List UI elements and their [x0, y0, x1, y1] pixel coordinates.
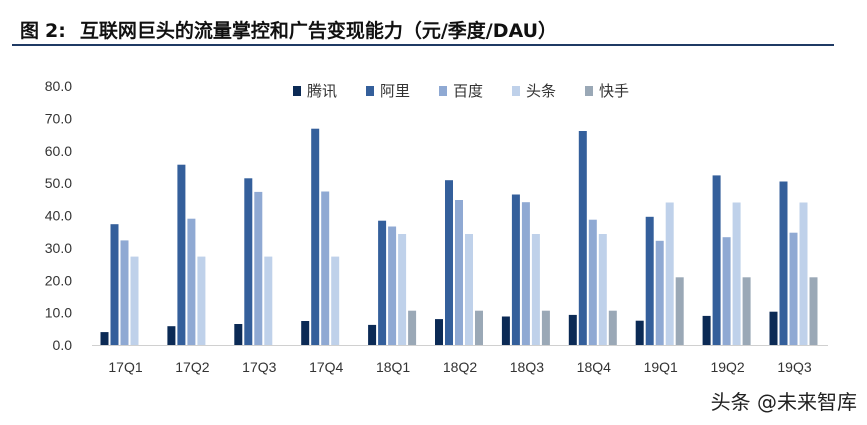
- x-tick-label: 17Q4: [309, 359, 343, 375]
- x-axis-ticks: 17Q1 17Q2 17Q3 17Q4 18Q1 18Q2 18Q3 18Q4 19Q1 19Q2…: [108, 359, 811, 375]
- bar-19Q2-阿里: [712, 175, 721, 345]
- bar-18Q2-腾讯: [435, 319, 443, 345]
- legend-label: 腾讯: [307, 82, 337, 100]
- bar-18Q4-腾讯: [568, 314, 577, 345]
- y-tick-label: 10.0: [45, 305, 72, 321]
- x-tick-label: 18Q1: [376, 359, 410, 375]
- legend-swatch-阿里: [366, 86, 374, 96]
- bar-19Q2-腾讯: [702, 315, 711, 345]
- bar-19Q2-头条: [732, 202, 741, 345]
- legend-label: 百度: [453, 82, 483, 100]
- figure-title-bar: 图 2: 互联网巨头的流量掌控和广告变现能力（元/季度/DAU）: [12, 10, 834, 46]
- bar-17Q1-阿里: [110, 224, 119, 345]
- legend-swatch-头条: [512, 86, 520, 96]
- y-tick-label: 20.0: [45, 272, 72, 288]
- chart-legend: 腾讯 阿里 百度 头条 快手: [293, 82, 629, 100]
- bar-18Q2-阿里: [445, 180, 453, 345]
- y-tick-label: 0.0: [53, 337, 73, 353]
- figure-title-text: 互联网巨头的流量掌控和广告变现能力（元/季度/DAU）: [79, 20, 558, 42]
- y-tick-label: 50.0: [45, 175, 72, 191]
- legend-label: 快手: [599, 82, 629, 100]
- figure-number: 2:: [45, 20, 66, 42]
- bar-17Q4-百度: [321, 191, 330, 345]
- bar-17Q1-头条: [130, 256, 139, 345]
- bar-19Q3-阿里: [779, 181, 788, 345]
- bar-18Q1-腾讯: [368, 324, 377, 345]
- bar-17Q3-腾讯: [234, 324, 243, 345]
- bar-17Q1-百度: [120, 240, 129, 345]
- bar-19Q2-百度: [722, 237, 731, 345]
- y-tick-label: 30.0: [45, 240, 72, 256]
- bar-18Q4-百度: [588, 219, 597, 345]
- legend-swatch-快手: [585, 86, 593, 96]
- bar-17Q4-腾讯: [301, 321, 310, 345]
- bar-18Q2-头条: [465, 234, 473, 345]
- legend-swatch-百度: [439, 86, 447, 96]
- x-tick-label: 19Q1: [644, 359, 678, 375]
- bar-18Q4-头条: [598, 234, 607, 345]
- bar-17Q1-腾讯: [100, 332, 109, 345]
- y-axis-ticks: 0.0 10.0 20.0 30.0 40.0 50.0 60.0 70.0 80.0: [45, 78, 72, 353]
- bar-18Q3-头条: [531, 234, 540, 345]
- bar-19Q1-百度: [655, 240, 664, 345]
- bar-17Q3-百度: [254, 191, 263, 345]
- bar-19Q2-快手: [742, 277, 751, 345]
- x-tick-label: 17Q1: [108, 359, 142, 375]
- bar-18Q3-腾讯: [501, 316, 510, 345]
- bar-19Q1-快手: [675, 277, 684, 345]
- bar-18Q2-快手: [475, 310, 483, 345]
- legend-swatch-腾讯: [293, 86, 301, 96]
- bar-17Q2-腾讯: [167, 326, 176, 345]
- bar-17Q2-阿里: [177, 164, 186, 345]
- y-tick-label: 80.0: [45, 78, 72, 94]
- bar-18Q3-百度: [521, 202, 530, 345]
- bar-19Q3-腾讯: [769, 311, 778, 345]
- x-tick-label: 19Q2: [710, 359, 744, 375]
- bar-18Q3-阿里: [511, 194, 520, 345]
- bar-19Q1-阿里: [645, 216, 654, 345]
- bar-17Q4-头条: [331, 256, 340, 345]
- x-tick-label: 18Q2: [443, 359, 477, 375]
- x-tick-label: 18Q4: [577, 359, 611, 375]
- watermark: 头条 @未来智库: [710, 390, 857, 414]
- bar-18Q1-百度: [388, 226, 397, 345]
- bar-18Q4-阿里: [578, 131, 587, 345]
- y-tick-label: 40.0: [45, 208, 72, 224]
- bar-17Q3-头条: [264, 256, 273, 345]
- x-tick-label: 19Q3: [777, 359, 811, 375]
- bar-18Q4-快手: [608, 310, 617, 345]
- x-tick-label: 18Q3: [510, 359, 544, 375]
- y-tick-label: 70.0: [45, 110, 72, 126]
- figure-label: 图: [20, 20, 40, 42]
- bar-19Q3-快手: [809, 277, 818, 345]
- bar-17Q2-头条: [197, 256, 206, 345]
- x-tick-label: 17Q2: [175, 359, 209, 375]
- x-tick-label: 17Q3: [242, 359, 276, 375]
- bar-19Q1-腾讯: [635, 320, 644, 345]
- legend-label: 阿里: [380, 82, 410, 100]
- bar-19Q3-头条: [799, 202, 808, 345]
- bar-18Q2-百度: [455, 200, 463, 345]
- bar-19Q1-头条: [665, 202, 674, 345]
- bar-18Q3-快手: [541, 310, 550, 345]
- bar-18Q1-阿里: [378, 220, 387, 345]
- y-tick-label: 60.0: [45, 143, 72, 159]
- bar-17Q4-阿里: [311, 128, 320, 345]
- bar-17Q3-阿里: [244, 178, 253, 345]
- bar-19Q3-百度: [789, 232, 798, 345]
- figure-title: 图 2: 互联网巨头的流量掌控和广告变现能力（元/季度/DAU）: [20, 16, 557, 43]
- bar-18Q1-头条: [398, 234, 407, 345]
- bar-17Q2-百度: [187, 218, 196, 345]
- legend-label: 头条: [526, 82, 556, 100]
- chart-bars: [100, 128, 818, 345]
- bar-18Q1-快手: [408, 310, 417, 345]
